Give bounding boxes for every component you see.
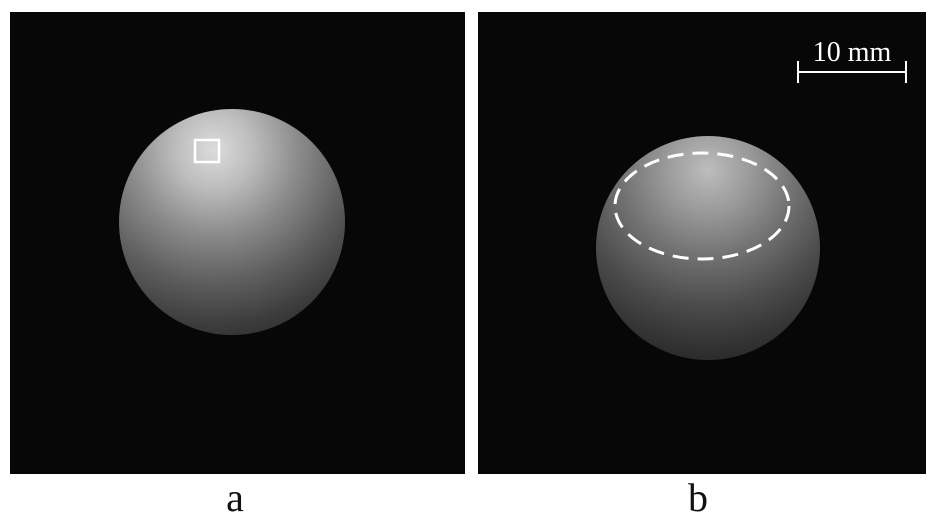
image-panel-a bbox=[10, 12, 465, 474]
scale-bar-tick-left bbox=[797, 61, 799, 83]
scale-bar-line bbox=[797, 71, 907, 73]
sphere-b bbox=[596, 136, 820, 360]
dashed-ellipse-roi bbox=[613, 151, 791, 261]
roi-square bbox=[193, 138, 221, 164]
scale-bar-tick-right bbox=[905, 61, 907, 83]
sphere-image-a bbox=[119, 109, 345, 335]
sphere-a bbox=[119, 109, 345, 335]
panel-caption-b: b bbox=[688, 475, 708, 520]
panel-caption-a: a bbox=[226, 475, 244, 520]
sphere-image-b bbox=[596, 136, 820, 360]
scale-bar-label: 10 mm bbox=[812, 37, 892, 68]
image-panel-b: 10 mm bbox=[478, 12, 926, 474]
scale-bar: 10 mm bbox=[795, 39, 909, 83]
